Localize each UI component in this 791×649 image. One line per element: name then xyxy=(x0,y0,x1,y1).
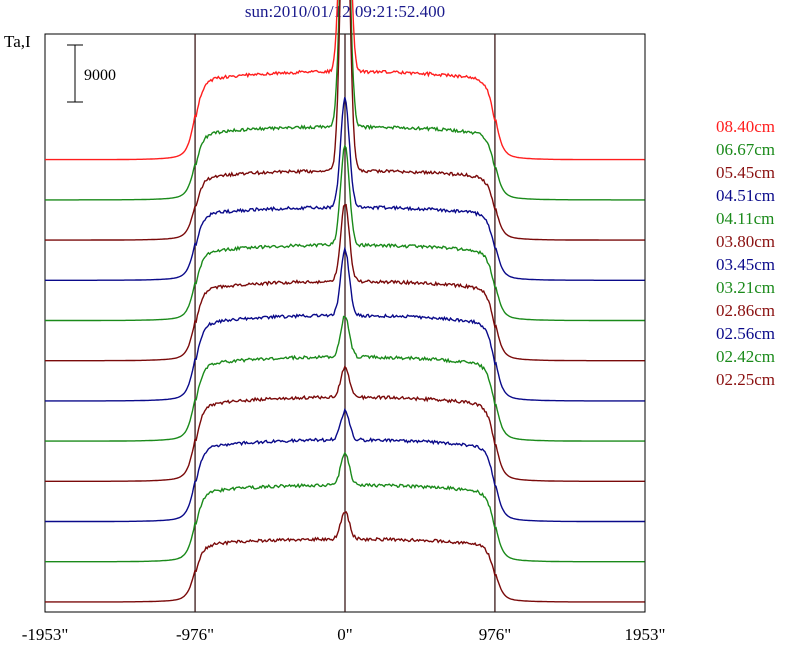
legend-item: 02.86cm xyxy=(716,301,776,320)
legend-item: 03.80cm xyxy=(716,232,776,251)
scale-bar: 9000 xyxy=(67,44,116,103)
legend-item: 05.45cm xyxy=(716,163,776,182)
chart-title: sun:2010/01/12 09:21:52.400 xyxy=(244,2,446,21)
legend-item: 02.25cm xyxy=(716,370,776,389)
legend-item: 06.67cm xyxy=(716,140,776,159)
x-tick-label: 976" xyxy=(479,625,511,644)
x-tick-label: 1953" xyxy=(625,625,666,644)
series-line-02.56cm xyxy=(45,407,645,523)
series-line-04.11cm xyxy=(45,144,645,322)
x-tick-label: 0" xyxy=(337,625,352,644)
series-line-03.45cm xyxy=(45,245,645,402)
legend-item: 08.40cm xyxy=(716,117,776,136)
x-tick-label: -976" xyxy=(176,625,214,644)
series-line-03.80cm xyxy=(45,203,645,362)
legend-item: 04.11cm xyxy=(716,209,775,228)
series-line-08.40cm xyxy=(44,0,645,161)
series-line-05.45cm xyxy=(45,0,645,241)
series-line-02.42cm xyxy=(45,451,645,563)
scale-bar-label: 9000 xyxy=(84,67,116,84)
series-line-02.86cm xyxy=(45,365,645,482)
series-line-04.51cm xyxy=(45,97,645,281)
series-line-03.21cm xyxy=(45,315,645,442)
legend-item: 04.51cm xyxy=(716,186,776,205)
legend-item: 02.42cm xyxy=(716,347,776,366)
series-line-06.67cm xyxy=(45,0,645,201)
legend-item: 03.45cm xyxy=(716,255,776,274)
legend-item: 02.56cm xyxy=(716,324,776,343)
series-line-02.25cm xyxy=(45,510,645,603)
x-tick-label: -1953" xyxy=(22,625,69,644)
y-axis-label: Ta,I xyxy=(4,32,31,51)
legend-item: 03.21cm xyxy=(716,278,776,297)
